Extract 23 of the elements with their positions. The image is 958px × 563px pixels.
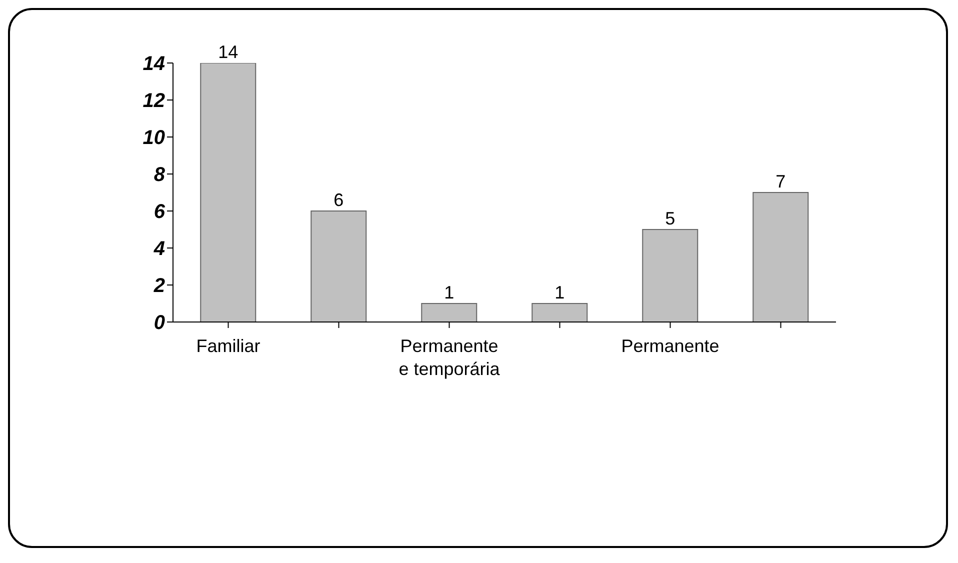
y-tick-label: 8: [154, 164, 166, 186]
y-tick-label: 6: [154, 201, 166, 224]
bar: [752, 192, 809, 322]
y-tick-label: 10: [142, 127, 165, 150]
data-label: 1: [554, 282, 565, 302]
data-label: 1: [444, 282, 454, 302]
x-tick-label: Permanente: [621, 336, 720, 356]
data-label: 14: [218, 42, 238, 62]
y-tick-label: 4: [152, 238, 165, 260]
data-label: 7: [776, 172, 786, 192]
bar: [200, 63, 256, 322]
bar: [421, 303, 478, 322]
y-tick-label: 14: [142, 53, 165, 76]
y-tick-label: 0: [154, 312, 165, 334]
x-tick-label: Familiar: [196, 336, 260, 356]
y-tick-label: 12: [142, 90, 165, 112]
data-label: 6: [334, 190, 344, 210]
x-tick-label: Permanente e temporária: [398, 336, 501, 379]
bar: [310, 210, 367, 322]
bar: [642, 229, 698, 322]
bar: [532, 303, 588, 322]
data-label: 5: [665, 208, 676, 228]
y-tick-label: 2: [152, 275, 165, 298]
